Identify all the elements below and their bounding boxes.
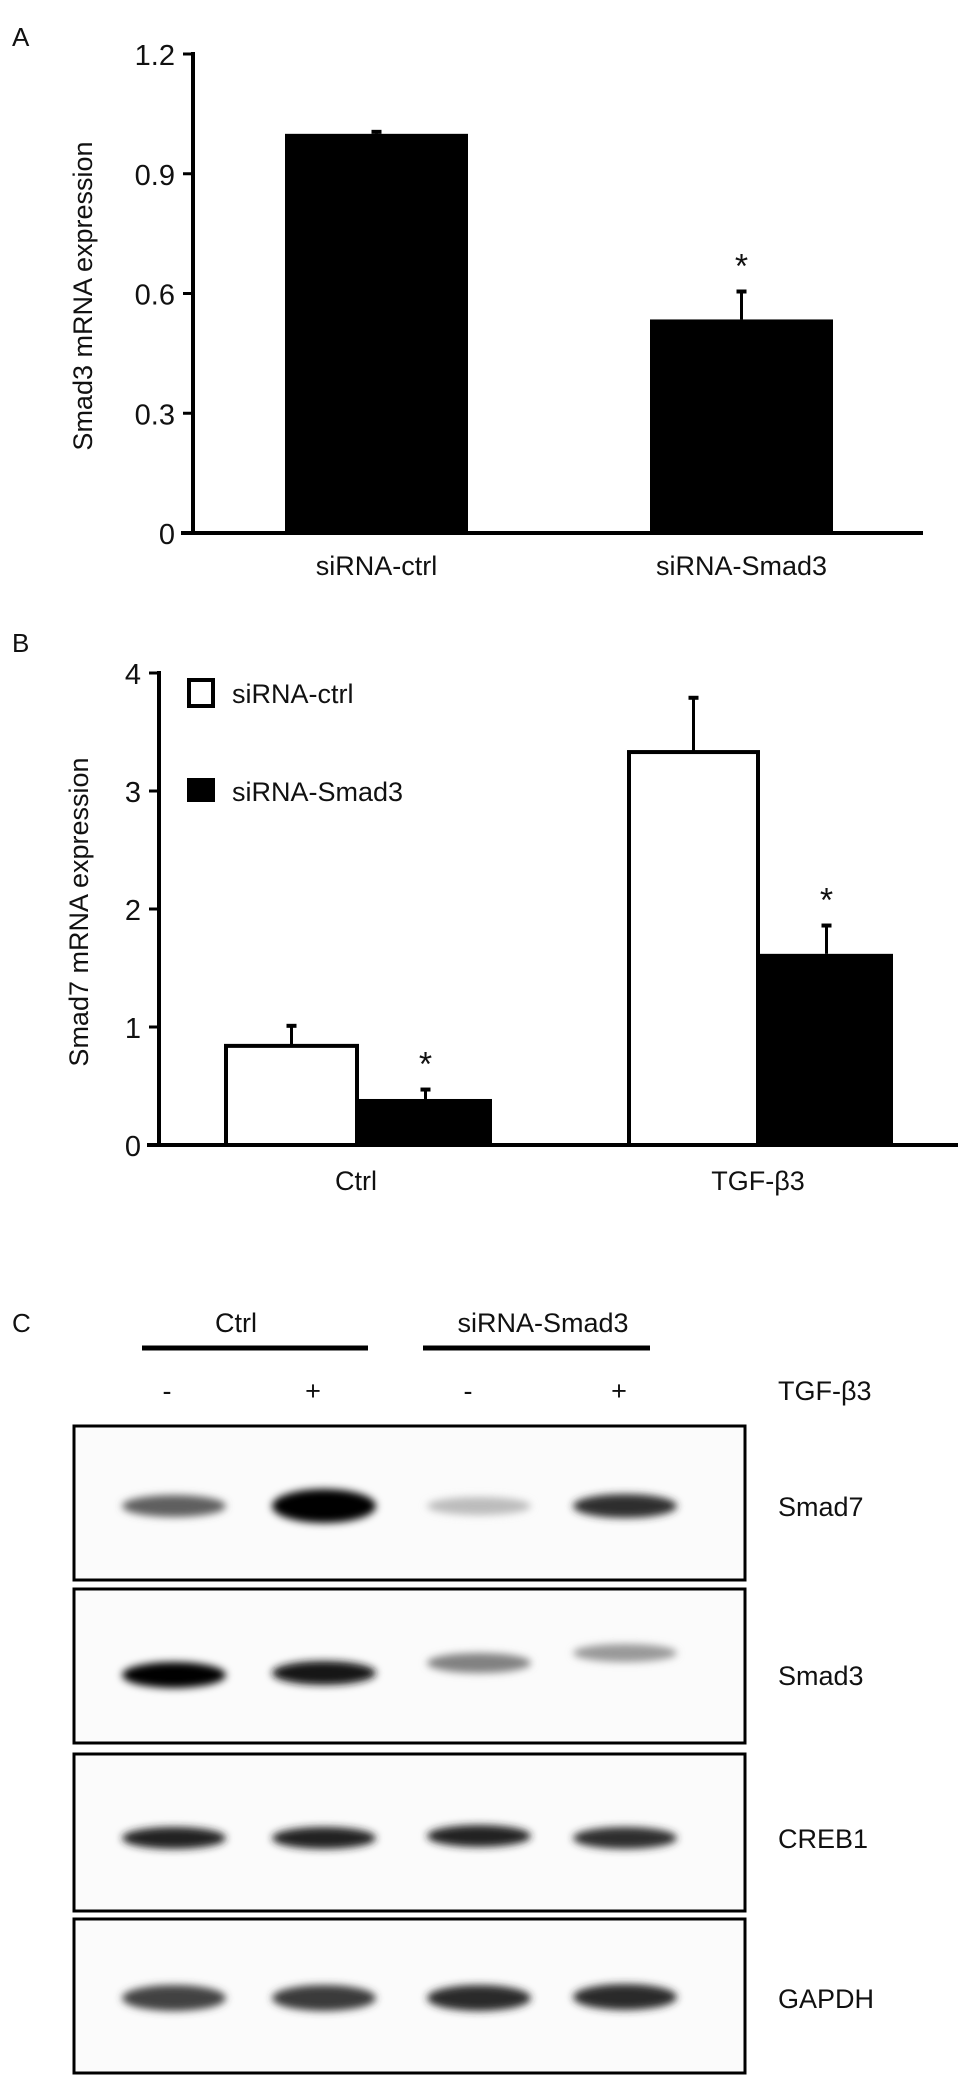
y-axis-label-b: Smad7 mRNA expression xyxy=(64,757,94,1066)
y-tick-label: 0.9 xyxy=(135,160,175,192)
significance-asterisk: * xyxy=(820,882,833,920)
blot-row-label: Smad3 xyxy=(778,1661,864,1691)
western-blot: C Ctrl siRNA-Smad3 - + - + TGF-β3 Smad7 S… xyxy=(12,1308,874,2075)
bar xyxy=(627,750,760,1147)
y-tick-label: 0.6 xyxy=(135,280,175,312)
blot-band xyxy=(573,1494,677,1518)
lane-sign: + xyxy=(305,1376,321,1406)
chart-b: B Smad7 mRNA expression 0 1 2 3 4 * Ctrl * TGF-β… xyxy=(12,628,958,1196)
y-tick-label: 1.2 xyxy=(135,40,175,72)
lane-sign: - xyxy=(163,1376,172,1406)
x-tick-label: TGF-β3 xyxy=(711,1166,805,1196)
x-tick-label: siRNA-ctrl xyxy=(316,551,438,581)
group-label-ctrl: Ctrl xyxy=(215,1308,257,1338)
lane-sign: + xyxy=(611,1376,627,1406)
significance-asterisk: * xyxy=(419,1046,432,1084)
blot-row-smad7: Smad7 xyxy=(72,1424,864,1582)
bar xyxy=(760,953,893,1145)
blot-row-creb1: CREB1 xyxy=(72,1752,868,1913)
blot-band xyxy=(122,1495,226,1517)
y-tick-label: 1 xyxy=(125,1013,141,1045)
blot-row-smad3: Smad3 xyxy=(72,1587,864,1745)
legend-label-siRNA-Smad3: siRNA-Smad3 xyxy=(232,777,403,807)
bar xyxy=(224,1043,359,1148)
blot-band xyxy=(573,1644,677,1662)
blot-band xyxy=(122,1662,226,1688)
blot-band xyxy=(272,1985,376,2011)
blot-band xyxy=(122,1985,226,2011)
blot-band xyxy=(427,1653,531,1673)
blot-band xyxy=(573,1984,677,2010)
legend-swatch-siRNA-ctrl xyxy=(187,678,215,708)
significance-asterisk: * xyxy=(735,248,748,286)
blot-band xyxy=(427,1497,531,1515)
y-tick-label: 0.3 xyxy=(135,399,175,431)
blot-band xyxy=(272,1661,376,1685)
legend-swatch-siRNA-Smad3 xyxy=(187,778,215,802)
blot-band xyxy=(573,1827,677,1849)
chart-a: A Smad3 mRNA expression 0 0.3 0.6 0.9 1.2 siR… xyxy=(12,22,923,581)
blot-row-gapdh: GAPDH xyxy=(72,1917,874,2075)
panel-label-c: C xyxy=(12,1308,31,1338)
y-tick-label: 0 xyxy=(125,1131,141,1163)
blot-band xyxy=(427,1985,531,2011)
y-tick-label: 0 xyxy=(159,519,175,551)
blot-band xyxy=(272,1827,376,1849)
treatment-label: TGF-β3 xyxy=(778,1376,872,1406)
y-tick-label: 2 xyxy=(125,895,141,927)
legend: siRNA-ctrl siRNA-Smad3 xyxy=(187,678,403,807)
blot-row-label: Smad7 xyxy=(778,1492,864,1522)
y-tick-label: 3 xyxy=(125,777,141,809)
x-tick-label: siRNA-Smad3 xyxy=(656,551,827,581)
x-tick-label: Ctrl xyxy=(335,1166,377,1196)
group-label-sirna-smad3: siRNA-Smad3 xyxy=(457,1308,628,1338)
panel-label-a: A xyxy=(12,22,30,52)
blot-row-label: CREB1 xyxy=(778,1824,868,1854)
y-axis-label-a: Smad3 mRNA expression xyxy=(68,141,98,450)
bar xyxy=(650,319,833,533)
lane-sign: - xyxy=(464,1376,473,1406)
blot-band xyxy=(272,1489,376,1523)
panel-label-b: B xyxy=(12,628,29,658)
blot-band xyxy=(427,1825,531,1847)
blot-row-label: GAPDH xyxy=(778,1984,874,2014)
legend-label-siRNA-ctrl: siRNA-ctrl xyxy=(232,679,354,709)
bar xyxy=(359,1098,492,1145)
blot-band xyxy=(122,1827,226,1849)
y-tick-label: 4 xyxy=(125,659,141,691)
bar xyxy=(285,133,468,534)
